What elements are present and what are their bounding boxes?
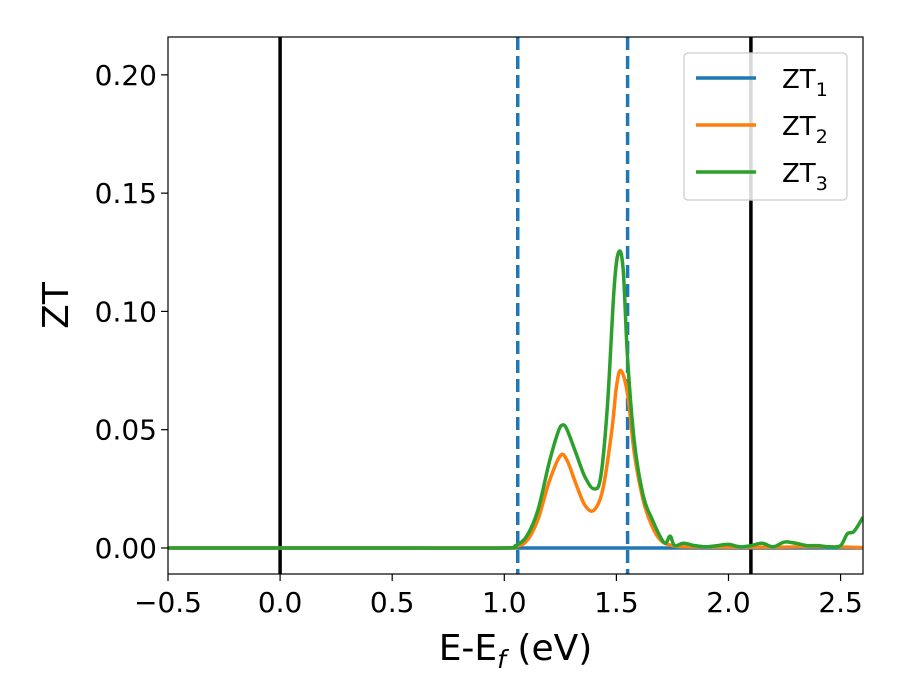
x-tick-label: 2.0 [706,586,751,619]
y-axis-label: ZT [36,281,77,329]
y-tick-label: 0.05 [95,414,157,447]
legend-label-zt1: ZT1 [782,65,828,101]
x-axis-label: E-Ef (eV) [439,628,593,674]
y-tick-label: 0.15 [95,177,157,210]
y-tick-label: 0.00 [95,532,157,565]
legend-label-zt2: ZT2 [782,112,828,148]
legend-box [683,52,848,201]
x-tick-label: 1.0 [482,586,527,619]
x-tick-label: −0.5 [134,586,202,619]
y-tick-label: 0.20 [95,59,157,92]
x-tick-label: 0.5 [370,586,415,619]
x-tick-label: 1.5 [594,586,639,619]
x-tick-label: 0.0 [258,586,303,619]
legend-label-zt3: ZT3 [782,159,828,195]
legend: ZT1 ZT2 ZT3 [683,52,848,201]
y-tick-label: 0.10 [95,295,157,328]
series-line-zt2 [168,368,863,550]
axes: −0.5 0.0 0.5 1.0 1.5 2.0 2.5 0.00 0.05 0.10 0.15 0.… [36,36,864,674]
series-line-zt3 [168,249,863,550]
x-tick-label: 2.5 [818,586,863,619]
axes-frame [167,36,864,575]
